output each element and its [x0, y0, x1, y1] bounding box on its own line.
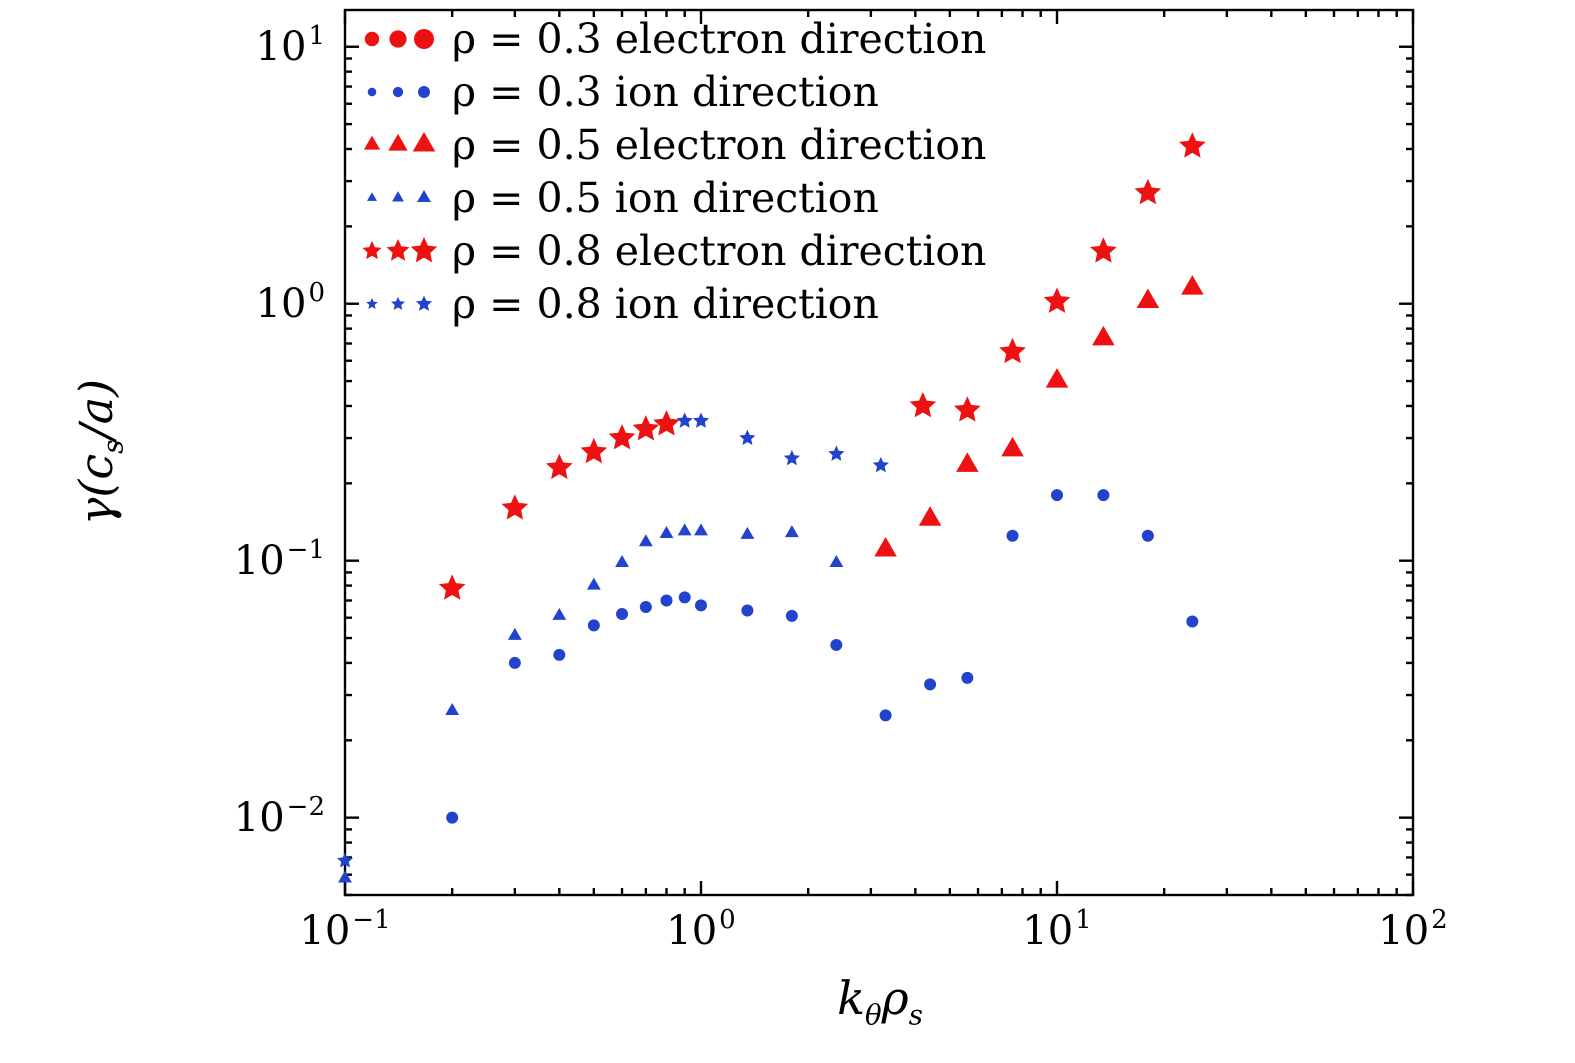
legend-label: ρ = 0.8 electron direction — [452, 227, 987, 275]
y-axis-label: γ(cs/a) — [69, 378, 130, 526]
axes-frame — [343, 8, 1415, 897]
legend-label: ρ = 0.3 electron direction — [452, 15, 987, 63]
legend-label: ρ = 0.3 ion direction — [452, 68, 879, 116]
legend-marker-rho08-electron-icon — [362, 237, 438, 263]
x-tick-label: 100 — [666, 905, 736, 954]
legend-marker-rho03-ion-icon — [367, 86, 430, 98]
legend-marker-rho03-electron-icon — [364, 29, 434, 49]
legend-marker-rho05-ion-icon — [367, 190, 431, 202]
legend-item: ρ = 0.3 electron direction — [358, 15, 987, 63]
x-tick-label: 101 — [1022, 905, 1092, 954]
y-tick-label: 101 — [255, 20, 325, 70]
legend: ρ = 0.3 electron direction ρ = 0.3 ion d… — [358, 15, 987, 328]
x-tick-label: 10−1 — [299, 905, 391, 954]
x-tick-label: 102 — [1378, 905, 1448, 954]
legend-item: ρ = 0.5 ion direction — [358, 174, 986, 222]
y-tick-label: 10−2 — [233, 791, 325, 841]
legend-item: ρ = 0.8 ion direction — [358, 280, 986, 328]
y-tick-label: 10−1 — [233, 534, 325, 584]
legend-label: ρ = 0.8 ion direction — [452, 280, 879, 328]
legend-marker-rho05-electron-icon — [363, 132, 436, 152]
y-tick-label: 100 — [255, 277, 325, 327]
x-axis-label: kθρs — [837, 971, 923, 1032]
legend-item: ρ = 0.3 ion direction — [358, 68, 986, 116]
legend-marker-rho08-ion-icon — [366, 295, 433, 311]
legend-label: ρ = 0.5 electron direction — [452, 121, 987, 169]
legend-label: ρ = 0.5 ion direction — [452, 174, 879, 222]
legend-item: ρ = 0.8 electron direction — [358, 227, 987, 275]
legend-item: ρ = 0.5 electron direction — [358, 121, 987, 169]
